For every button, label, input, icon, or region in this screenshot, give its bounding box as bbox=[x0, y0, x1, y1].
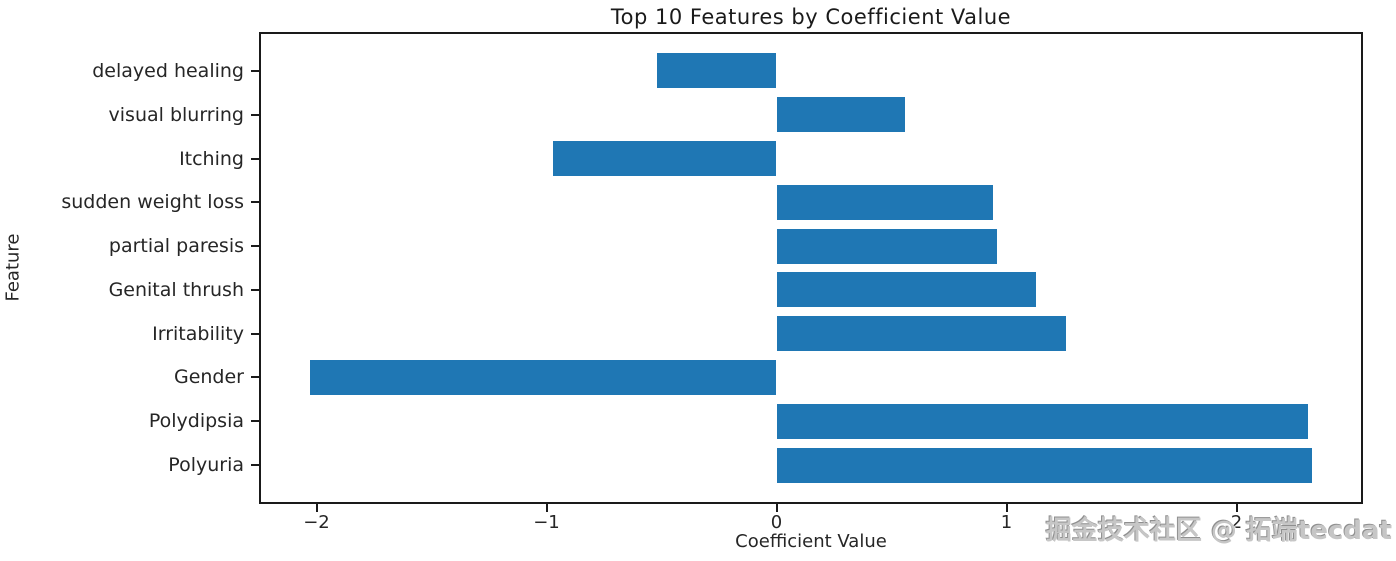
ytick-mark bbox=[251, 376, 259, 379]
ytick-mark bbox=[251, 69, 259, 72]
xtick-label: −2 bbox=[303, 512, 330, 533]
ytick-label: sudden weight loss bbox=[61, 191, 244, 214]
xtick-mark bbox=[545, 504, 548, 512]
bar-irritability bbox=[776, 316, 1067, 352]
plot-area bbox=[259, 32, 1363, 504]
ytick-mark bbox=[251, 288, 259, 291]
ytick-label: Irritability bbox=[152, 322, 244, 345]
ytick-label: Polyuria bbox=[168, 454, 244, 477]
bar-polyuria bbox=[776, 447, 1313, 483]
bar-delayed-healing bbox=[656, 53, 777, 89]
xtick-label: 0 bbox=[770, 512, 783, 533]
xtick-mark bbox=[1235, 504, 1238, 512]
bar-visual-blurring bbox=[776, 97, 906, 133]
xtick-label: −1 bbox=[533, 512, 560, 533]
bar-sudden-weight-loss bbox=[776, 184, 993, 220]
bar-itching bbox=[553, 141, 777, 177]
ytick-mark bbox=[251, 464, 259, 467]
ytick-mark bbox=[251, 245, 259, 248]
ytick-label: Polydipsia bbox=[148, 410, 244, 433]
bar-gender bbox=[309, 359, 777, 395]
ytick-mark bbox=[251, 113, 259, 116]
ytick-label: Genital thrush bbox=[108, 278, 244, 301]
xtick-mark bbox=[775, 504, 778, 512]
y-axis-label: Feature bbox=[2, 233, 24, 302]
ytick-mark bbox=[251, 157, 259, 160]
ytick-label: visual blurring bbox=[108, 103, 244, 126]
ytick-label: Gender bbox=[173, 366, 244, 389]
ytick-mark bbox=[251, 420, 259, 423]
ytick-label: Itching bbox=[179, 147, 244, 170]
bar-genital-thrush bbox=[776, 272, 1037, 308]
xtick-label: 2 bbox=[1230, 512, 1243, 533]
chart-title: Top 10 Features by Coefficient Value bbox=[610, 5, 1012, 29]
xtick-mark bbox=[1005, 504, 1008, 512]
watermark: 掘金技术社区 @ 拓端tecdat bbox=[1045, 516, 1392, 546]
bar-polydipsia bbox=[776, 403, 1308, 439]
xtick-mark bbox=[315, 504, 318, 512]
xtick-label: 1 bbox=[1000, 512, 1013, 533]
bar-partial-paresis bbox=[776, 228, 998, 264]
ytick-mark bbox=[251, 332, 259, 335]
ytick-label: partial paresis bbox=[108, 235, 244, 258]
ytick-mark bbox=[251, 201, 259, 204]
x-axis-label: Coefficient Value bbox=[735, 531, 887, 552]
ytick-label: delayed healing bbox=[92, 59, 244, 82]
